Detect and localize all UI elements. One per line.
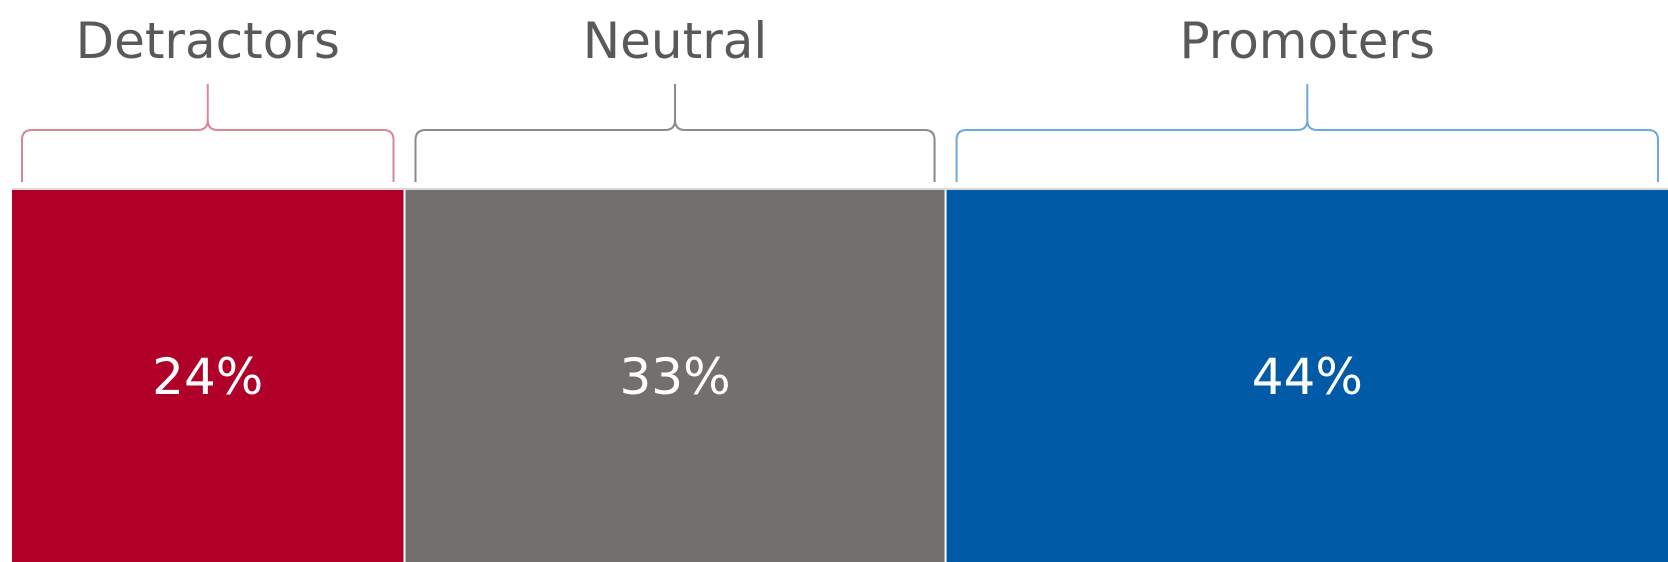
category-label-neutral: Neutral	[583, 12, 768, 70]
labels: 24% Detractors 33% Neutral 44% Promoters	[76, 12, 1436, 406]
bracket-neutral	[414, 84, 936, 182]
category-label-promoters: Promoters	[1179, 12, 1435, 70]
bar-segment-detractors	[12, 190, 404, 562]
bar-segments	[12, 188, 1668, 562]
bar-segment-neutral	[405, 190, 945, 562]
bracket-promoters	[955, 84, 1659, 182]
data-label-neutral: 33%	[619, 348, 730, 406]
data-label-detractors: 24%	[152, 348, 263, 406]
category-brackets	[21, 84, 1659, 182]
data-label-promoters: 44%	[1252, 348, 1363, 406]
bar-segment-promoters	[946, 190, 1668, 562]
category-label-detractors: Detractors	[76, 12, 340, 70]
bracket-detractors	[21, 84, 395, 182]
